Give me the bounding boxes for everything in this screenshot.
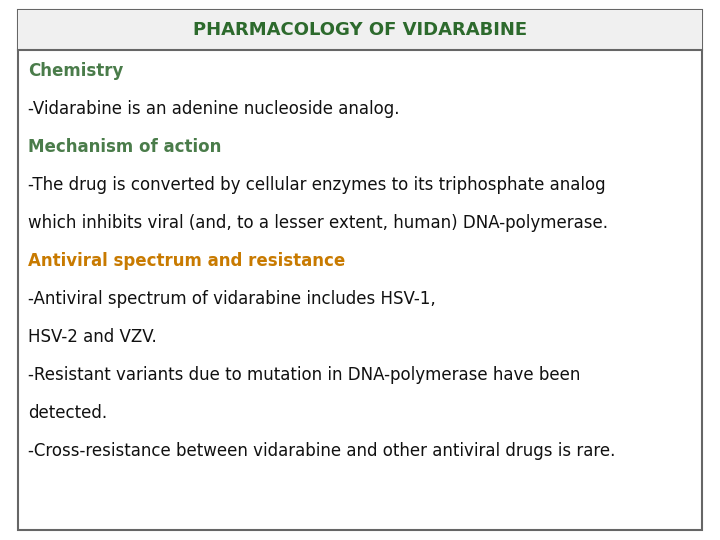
Text: PHARMACOLOGY OF VIDARABINE: PHARMACOLOGY OF VIDARABINE [193,21,527,39]
Text: detected.: detected. [28,404,107,422]
Text: -Antiviral spectrum of vidarabine includes HSV-1,: -Antiviral spectrum of vidarabine includ… [28,290,436,308]
Text: -Cross-resistance between vidarabine and other antiviral drugs is rare.: -Cross-resistance between vidarabine and… [28,442,616,460]
Text: -Resistant variants due to mutation in DNA-polymerase have been: -Resistant variants due to mutation in D… [28,366,580,384]
Text: Antiviral spectrum and resistance: Antiviral spectrum and resistance [28,252,346,270]
Text: -Vidarabine is an adenine nucleoside analog.: -Vidarabine is an adenine nucleoside ana… [28,100,400,118]
Text: Chemistry: Chemistry [28,62,123,80]
Text: which inhibits viral (and, to a lesser extent, human) DNA-polymerase.: which inhibits viral (and, to a lesser e… [28,214,608,232]
Text: HSV-2 and VZV.: HSV-2 and VZV. [28,328,157,346]
Bar [18,10,702,50]
Text: -The drug is converted by cellular enzymes to its triphosphate analog: -The drug is converted by cellular enzym… [28,176,606,194]
Text: Mechanism of action: Mechanism of action [28,138,221,156]
